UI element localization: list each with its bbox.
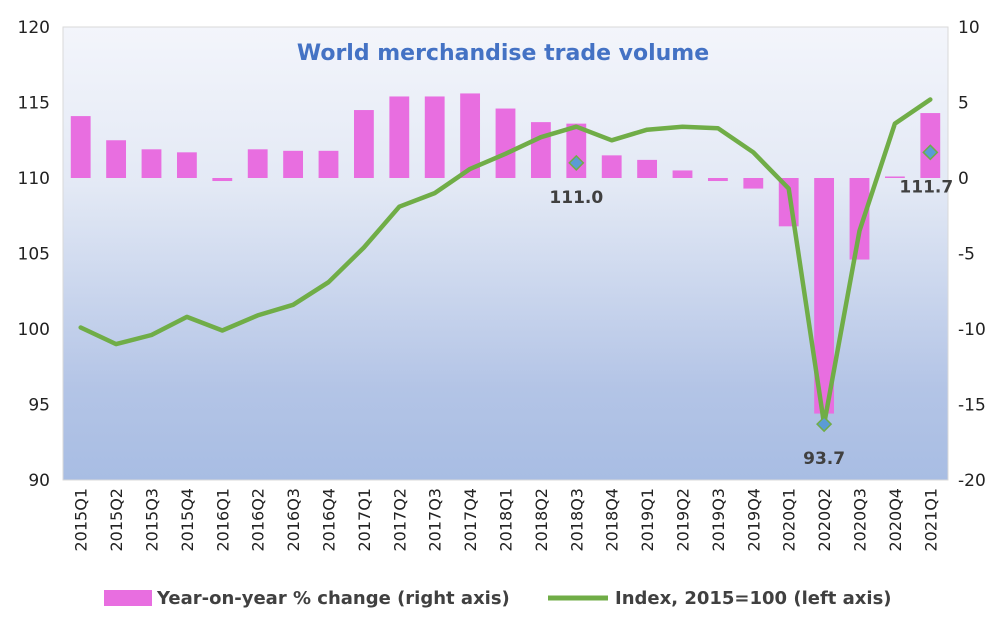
x-tick-label: 2016Q4 (320, 488, 339, 552)
bar-2020Q4 (884, 176, 905, 178)
data-label-2020Q2: 93.7 (803, 449, 845, 469)
bar-2015Q1 (70, 116, 91, 178)
x-tick-label: 2015Q2 (107, 488, 126, 552)
x-tick-label: 2017Q1 (355, 488, 374, 552)
bar-2017Q3 (424, 96, 445, 178)
x-tick-label: 2016Q2 (249, 488, 268, 552)
left-axis-tick-label: 115 (18, 94, 50, 114)
bar-2017Q2 (389, 96, 410, 178)
bar-2016Q2 (247, 149, 268, 178)
x-tick-label: 2020Q1 (780, 488, 799, 552)
annotation-markers: 111.0 93.7 111.7 (549, 144, 953, 469)
bar-2016Q4 (318, 150, 339, 178)
x-tick-label: 2018Q1 (497, 488, 516, 552)
bar-2016Q3 (283, 150, 304, 178)
marker-2020Q2 (816, 416, 833, 433)
left-axis-tick-label: 90 (28, 471, 50, 491)
right-axis: -20 -15 -10 -5 0 5 10 (958, 18, 986, 491)
bar-2018Q1 (495, 108, 516, 178)
x-tick-label: 2019Q4 (744, 488, 763, 552)
x-tick-label: 2016Q1 (213, 488, 232, 552)
bar-2015Q4 (176, 152, 197, 178)
bar-2015Q2 (106, 140, 127, 178)
x-axis: 2015Q1 2015Q2 2015Q3 2015Q4 2016Q1 2016Q2 2016… (72, 488, 941, 552)
bar-2017Q1 (353, 110, 374, 178)
bar-2018Q2 (530, 122, 551, 178)
x-tick-label: 2018Q2 (532, 488, 551, 552)
x-tick-label: 2016Q3 (284, 488, 303, 552)
legend-bar-label: Year-on-year % change (right axis) (156, 588, 510, 609)
x-tick-label: 2018Q4 (603, 488, 622, 552)
bar-2019Q4 (743, 178, 764, 189)
right-axis-tick-label: 5 (958, 94, 969, 114)
right-axis-tick-label: -20 (958, 471, 986, 491)
right-axis-tick-label: -10 (958, 320, 986, 340)
legend-line-label: Index, 2015=100 (left axis) (615, 588, 892, 609)
chart-title: World merchandise trade volume (297, 41, 709, 66)
bar-2019Q1 (637, 159, 658, 178)
bar-2015Q3 (141, 149, 162, 178)
marker-2018Q3 (568, 154, 585, 171)
legend-bar-swatch (104, 590, 152, 606)
left-axis-tick-label: 100 (18, 320, 50, 340)
data-label-2018Q3: 111.0 (549, 188, 603, 208)
legend: Year-on-year % change (right axis) Index… (104, 588, 892, 609)
right-axis-tick-label: -15 (958, 396, 986, 416)
x-tick-label: 2017Q3 (426, 488, 445, 552)
right-axis-tick-label: 10 (958, 18, 980, 38)
bar-2020Q3 (849, 178, 870, 260)
left-axis-tick-label: 105 (18, 245, 50, 265)
bar-2019Q2 (672, 170, 693, 178)
line-series (78, 97, 933, 427)
bar-2017Q4 (460, 93, 481, 178)
left-axis-tick-label: 110 (18, 169, 50, 189)
marker-2021Q1 (922, 144, 939, 161)
bar-series (70, 93, 941, 414)
x-tick-label: 2018Q3 (567, 488, 586, 552)
x-tick-label: 2019Q3 (709, 488, 728, 552)
x-tick-label: 2017Q2 (390, 488, 409, 552)
bar-2020Q2 (814, 178, 835, 414)
right-axis-tick-label: 0 (958, 169, 969, 189)
right-axis-tick-label: -5 (958, 245, 975, 265)
bar-2018Q4 (601, 155, 622, 178)
x-tick-label: 2019Q1 (638, 488, 657, 552)
x-tick-label: 2020Q2 (815, 488, 834, 552)
left-axis-tick-label: 120 (18, 18, 50, 38)
x-tick-label: 2020Q3 (851, 488, 870, 552)
left-axis: 90 95 100 105 110 115 120 (18, 18, 50, 491)
index-line (78, 97, 933, 427)
left-axis-tick-label: 95 (28, 396, 50, 416)
data-label-2021Q1: 111.7 (899, 177, 953, 197)
x-tick-label: 2015Q4 (178, 488, 197, 552)
x-tick-label: 2017Q4 (461, 488, 480, 552)
x-tick-label: 2020Q4 (886, 488, 905, 552)
bar-2019Q3 (707, 178, 728, 182)
bar-2016Q1 (212, 178, 233, 182)
x-tick-label: 2019Q2 (674, 488, 693, 552)
x-tick-label: 2015Q1 (72, 488, 91, 552)
x-tick-label: 2015Q3 (143, 488, 162, 552)
x-tick-label: 2021Q1 (921, 488, 940, 552)
